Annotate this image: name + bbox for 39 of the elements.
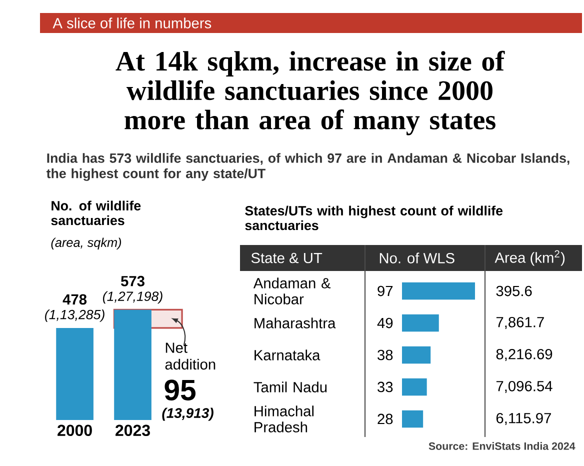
data-label: 28: [378, 414, 393, 424]
x-tick-label: 2023: [116, 424, 150, 436]
annotation: (1,13,285): [45, 310, 104, 322]
text: 6,115.97: [496, 412, 551, 426]
text: 7,861.7: [496, 316, 544, 330]
data-label: 38: [378, 350, 393, 360]
text: 95: [164, 380, 196, 400]
source-note: Source: EnviStats India 2024: [428, 442, 576, 450]
y-tick-label: Karnataka: [254, 350, 320, 360]
x-tick-label: 2000: [58, 424, 92, 436]
bar: [402, 378, 427, 396]
data-label: 33: [378, 382, 393, 392]
chart-title: States/UTs with highest count of wildlife sanctuaries: [245, 206, 503, 230]
y-tick-label: Himachal Pradesh: [254, 406, 314, 432]
y-tick-label: Maharashtra: [254, 318, 336, 328]
y-tick-label: Tamil Nadu: [254, 382, 327, 392]
text: At 14k sqkm, increase in size of wildlife sanctuaries since 2000 more than area of many states: [116, 50, 505, 136]
data-label: 97: [378, 286, 393, 296]
bar: [402, 346, 431, 364]
text: 395.6: [496, 286, 532, 296]
text: Area (km$^{2}$): [494, 250, 565, 266]
text: A slice of life in numbers: [52, 18, 212, 28]
y-axis-title: State & UT: [251, 252, 322, 264]
text: (13,913): [162, 408, 214, 421]
bar: [402, 282, 475, 300]
text: Net addition: [165, 342, 216, 370]
bar: [402, 314, 439, 332]
y-tick-label: Andaman & Nicobar: [253, 278, 331, 304]
text: (1,27,198): [103, 291, 162, 304]
text: India has 573 wildlife sanctuaries, of which 97 are in Andaman & Nicobar Islands, the highest count for any state/UT: [46, 153, 570, 181]
data-label: 478: [62, 294, 87, 305]
data-label: 49: [377, 318, 393, 328]
data-label: 573: [120, 276, 144, 286]
text: No. of wildlife sanctuaries: [51, 200, 141, 226]
text: 7,096.54: [496, 380, 552, 394]
text: (area, sqkm): [51, 238, 122, 250]
x-axis-title: No. of WLS: [380, 252, 454, 264]
bar: [402, 410, 424, 428]
text: 8,216.69: [496, 348, 552, 362]
